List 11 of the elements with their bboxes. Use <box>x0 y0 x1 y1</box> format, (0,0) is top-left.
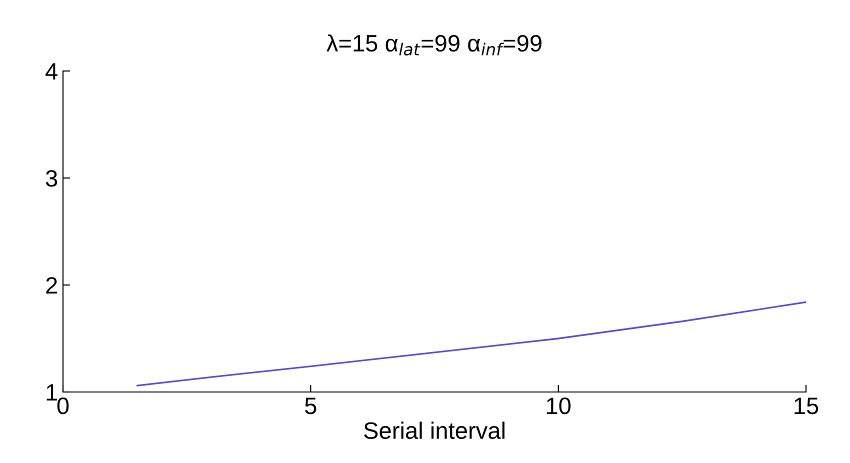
x-tick-label: 15 <box>794 398 818 414</box>
x-tick-label: 10 <box>547 397 571 414</box>
x-tick-label: 0 <box>57 397 69 414</box>
chart-title: λ=15 α$_{lat}$=99 α$_{inf}$=99 <box>326 34 542 56</box>
y-tick-label: 4 <box>46 63 58 80</box>
y-tick-label: 1 <box>46 384 57 401</box>
line-series <box>136 301 806 386</box>
x-tick-label: 5 <box>305 398 316 414</box>
x-axis-title: Serial interval <box>364 422 504 439</box>
y-tick-label: 3 <box>46 170 58 187</box>
y-tick-label: 2 <box>46 277 57 294</box>
